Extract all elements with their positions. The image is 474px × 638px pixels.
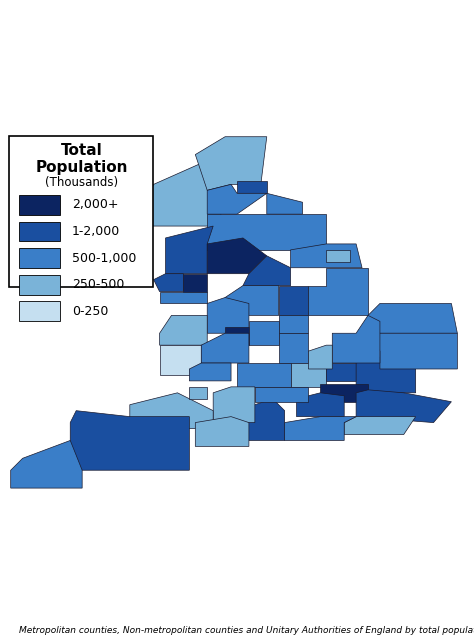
Polygon shape	[213, 387, 255, 422]
Polygon shape	[189, 363, 231, 381]
Polygon shape	[285, 417, 356, 440]
Polygon shape	[326, 363, 356, 381]
Text: 500-1,000: 500-1,000	[72, 251, 137, 265]
Polygon shape	[368, 333, 457, 369]
Text: Population: Population	[35, 160, 128, 175]
Polygon shape	[160, 292, 207, 304]
Polygon shape	[356, 357, 416, 393]
FancyBboxPatch shape	[9, 136, 154, 287]
FancyBboxPatch shape	[18, 248, 61, 268]
Polygon shape	[183, 274, 207, 292]
FancyBboxPatch shape	[18, 275, 61, 295]
Polygon shape	[320, 384, 368, 402]
Polygon shape	[279, 286, 309, 315]
Polygon shape	[189, 387, 207, 399]
FancyBboxPatch shape	[18, 221, 61, 242]
Text: (Thousands): (Thousands)	[45, 175, 118, 189]
Text: 1-2,000: 1-2,000	[72, 225, 120, 238]
Polygon shape	[130, 393, 213, 429]
Polygon shape	[207, 238, 267, 274]
Polygon shape	[297, 393, 344, 417]
Polygon shape	[160, 315, 207, 345]
Polygon shape	[207, 214, 326, 250]
FancyBboxPatch shape	[18, 301, 61, 322]
Polygon shape	[201, 333, 249, 363]
Polygon shape	[195, 417, 249, 447]
Polygon shape	[291, 244, 362, 268]
Polygon shape	[279, 333, 309, 363]
Text: Total: Total	[61, 144, 102, 158]
Polygon shape	[368, 304, 457, 333]
Polygon shape	[255, 387, 309, 402]
Polygon shape	[136, 161, 231, 226]
Polygon shape	[279, 315, 309, 333]
Polygon shape	[225, 327, 249, 345]
Polygon shape	[309, 268, 368, 315]
Polygon shape	[243, 256, 291, 286]
Polygon shape	[326, 250, 350, 262]
Polygon shape	[237, 399, 285, 440]
Polygon shape	[344, 417, 416, 434]
Polygon shape	[237, 181, 267, 193]
Polygon shape	[225, 286, 279, 315]
Polygon shape	[165, 226, 213, 274]
Polygon shape	[332, 315, 380, 363]
Polygon shape	[160, 345, 201, 375]
Text: 250-500: 250-500	[72, 278, 125, 291]
FancyBboxPatch shape	[18, 195, 61, 215]
Polygon shape	[195, 137, 267, 190]
Text: 2,000+: 2,000+	[72, 198, 118, 211]
Text: Metropolitan counties, Non-metropolitan counties and Unitary Authorities of Engl: Metropolitan counties, Non-metropolitan …	[19, 626, 474, 635]
Polygon shape	[70, 411, 189, 470]
Polygon shape	[11, 440, 82, 488]
Polygon shape	[291, 363, 326, 387]
Polygon shape	[249, 322, 279, 345]
Polygon shape	[267, 193, 302, 214]
Text: 0-250: 0-250	[72, 305, 109, 318]
Polygon shape	[356, 390, 451, 422]
Polygon shape	[154, 274, 183, 292]
Polygon shape	[309, 345, 332, 369]
Polygon shape	[207, 297, 249, 333]
Polygon shape	[237, 363, 291, 387]
Polygon shape	[207, 184, 267, 214]
